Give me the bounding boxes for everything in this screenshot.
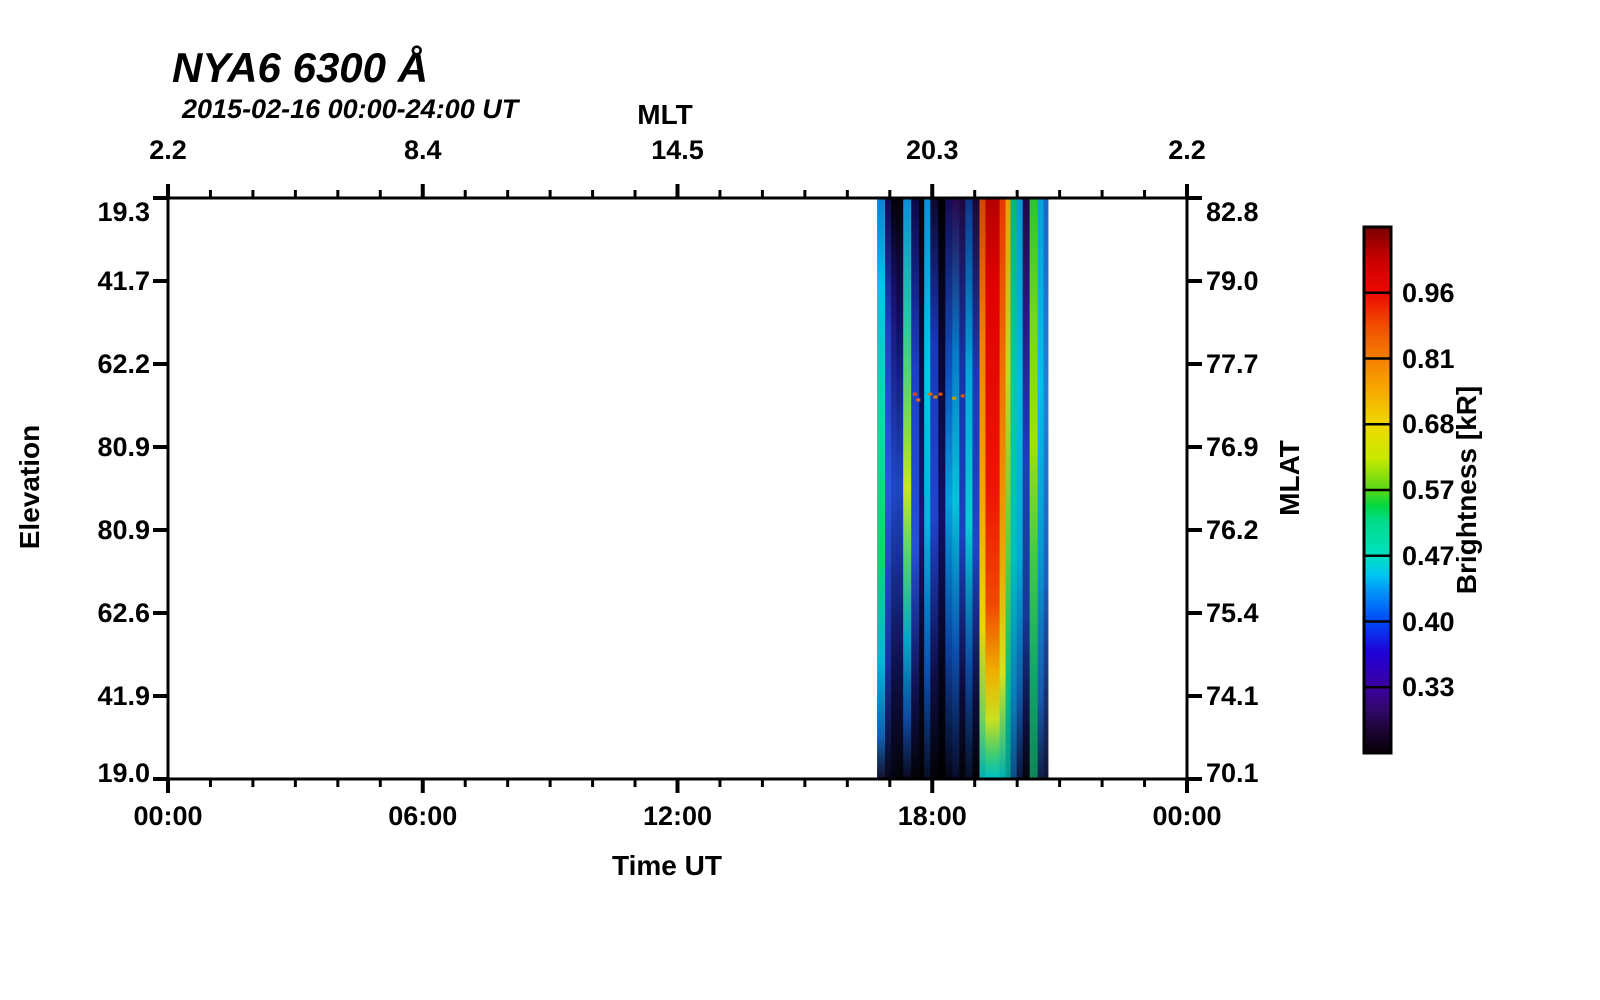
keogram-stripe [952, 199, 961, 778]
keogram-stripe [965, 199, 974, 778]
bottom-axis-tick-label: 00:00 [133, 801, 203, 831]
right-axis-tick-label: 79.0 [1206, 266, 1259, 296]
keogram-stripe [877, 199, 886, 778]
top-axis-tick-label: 2.2 [1168, 135, 1206, 165]
brightness-speckle [912, 392, 917, 396]
top-axis-tick-label: 8.4 [403, 135, 442, 165]
keogram-stripe [999, 199, 1007, 778]
bottom-axis-tick-label: 12:00 [642, 801, 713, 831]
right-axis-tick-label: 82.8 [1206, 197, 1259, 227]
top-axis-tick-label: 14.5 [651, 135, 704, 165]
left-axis-tick-label: 19.0 [97, 758, 150, 788]
right-axis-tick-label: 76.2 [1206, 515, 1259, 545]
right-axis-tick-label: 70.1 [1206, 758, 1259, 788]
keogram-stripe [903, 199, 912, 778]
keogram-stripe [1005, 199, 1012, 778]
left-axis-tick-label: 19.3 [97, 197, 150, 227]
right-axis-tick-label: 76.9 [1206, 432, 1259, 462]
top-axis-tick-label: 20.3 [905, 135, 959, 165]
colorbar-tick-label: 0.96 [1402, 277, 1455, 308]
top-axis-tick-label: 2.2 [149, 135, 187, 165]
keogram-stripe [1043, 199, 1049, 778]
keogram-stripe [985, 199, 1001, 778]
keogram-stripe [919, 199, 925, 778]
left-axis-tick-label: 41.7 [97, 266, 150, 296]
keogram-stripe [885, 199, 892, 778]
keogram-stripe [972, 199, 981, 778]
brightness-speckle [938, 392, 943, 396]
left-axis-tick-label: 80.9 [97, 515, 150, 545]
left-axis-tick-label: 41.9 [97, 681, 150, 711]
colorbar-tick-label: 0.81 [1402, 343, 1455, 374]
brightness-speckle [960, 394, 965, 398]
plot-title: NYA6 6300 Å [172, 44, 429, 91]
left-axis-tick-label: 62.2 [97, 349, 150, 379]
brightness-speckle [916, 398, 921, 402]
colorbar-tick-label: 0.40 [1402, 606, 1455, 637]
left-axis-tick-label: 80.9 [97, 432, 150, 462]
keogram-stripe [1010, 199, 1018, 778]
keogram-stripe [1022, 199, 1031, 778]
keogram-stripe [1037, 199, 1045, 778]
top-axis-label: MLT [637, 99, 693, 130]
right-axis-tick-label: 75.4 [1206, 598, 1259, 628]
bottom-axis-tick-label: 00:00 [1152, 801, 1222, 831]
bottom-axis-label: Time UT [612, 850, 722, 881]
keogram-stripe [911, 199, 920, 778]
brightness-speckle [928, 392, 933, 396]
bottom-axis-tick-label: 06:00 [388, 801, 458, 831]
keogram-stripe [930, 199, 940, 778]
keogram-stripe [938, 199, 947, 778]
right-axis-tick-label: 74.1 [1206, 681, 1259, 711]
plot-subtitle: 2015-02-16 00:00-24:00 UT [182, 94, 519, 124]
keogram-stripe [891, 199, 897, 778]
keogram-stripe [924, 199, 932, 778]
plot-border [166, 196, 1189, 781]
keogram-stripe [1016, 199, 1024, 778]
colorbar-tick-label: 0.57 [1402, 475, 1455, 505]
colorbar-tick-label: 0.68 [1402, 409, 1455, 440]
brightness-speckle [952, 396, 957, 400]
colorbar-tick-label: 0.47 [1402, 540, 1455, 571]
keogram-stripe [896, 199, 904, 778]
colorbar-tick-label: 0.33 [1402, 672, 1455, 703]
keogram-stripe [1029, 199, 1039, 778]
brightness-speckle [933, 395, 938, 399]
right-axis-tick-label: 77.7 [1206, 349, 1259, 379]
keogram-stripe [979, 199, 987, 778]
keogram-stripe [959, 199, 967, 778]
left-axis-label: Elevation [14, 424, 45, 550]
left-axis-tick-label: 62.6 [97, 598, 150, 628]
colorbar-border [1362, 225, 1393, 755]
keogram-stripe [945, 199, 954, 778]
bottom-axis-tick-label: 18:00 [897, 801, 967, 831]
